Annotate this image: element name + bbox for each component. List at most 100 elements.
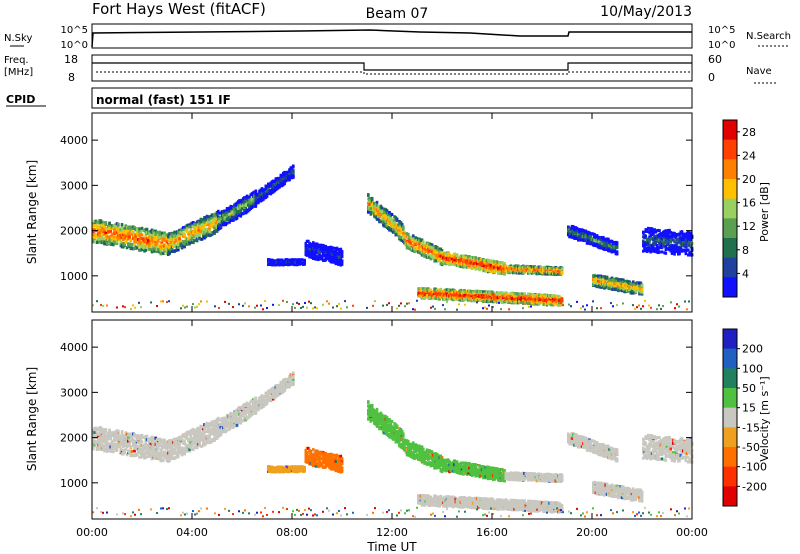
power-echo-cell — [428, 247, 431, 251]
power-echo-cell — [95, 220, 99, 224]
power-echo-cell — [395, 217, 399, 221]
power-echo-cell — [138, 227, 141, 231]
power-echo-cell — [177, 245, 180, 249]
power-echo-cell — [247, 200, 250, 204]
power-echo-cell — [167, 235, 170, 239]
power-echo-cell — [115, 240, 119, 244]
power-echo-cell — [382, 217, 385, 221]
freq-tick-top: 18 — [64, 53, 78, 66]
power-echo-cell — [188, 241, 191, 245]
power-echo-cell — [153, 249, 156, 253]
nsky-panel-frame — [91, 23, 693, 49]
power-echo-cell — [169, 248, 173, 252]
power-echo-cell — [164, 246, 168, 250]
power-echo-cell — [233, 204, 236, 208]
power-echo-cell — [154, 233, 158, 237]
power-echo-cell — [179, 230, 183, 234]
power-echo-cell — [208, 226, 211, 230]
power-echo-cell — [389, 216, 393, 220]
power-echo-cell — [375, 200, 379, 204]
power-echo-cell — [317, 243, 320, 247]
power-echo-cell — [605, 275, 609, 279]
power-echo-cell — [120, 223, 124, 227]
cpid-label: CPID — [6, 93, 35, 106]
power-echo-cell — [157, 239, 160, 243]
power-echo-cell — [205, 228, 209, 232]
power-echo-cell — [453, 253, 456, 257]
power-echo-cell — [518, 271, 521, 275]
power-echo-cell — [140, 247, 144, 251]
power-echo-cell — [110, 232, 114, 236]
power-echo-cell — [210, 216, 214, 220]
power-echo-cell — [127, 228, 130, 232]
power-echo-cell — [469, 260, 473, 264]
power-echo-cell — [473, 262, 476, 266]
power-echo-cell — [385, 209, 389, 213]
power-echo-cell — [402, 225, 405, 229]
cpid-panel-frame — [91, 87, 693, 109]
power-echo-cell — [254, 191, 258, 195]
power-echo-cell — [325, 255, 329, 259]
power-echo-cell — [229, 214, 233, 218]
power-echo-cell — [377, 217, 380, 221]
power-echo-cell — [607, 237, 610, 241]
nave-trace — [96, 71, 692, 75]
power-echo-cell — [422, 240, 425, 244]
power-echo-cell — [192, 233, 195, 237]
power-echo-cell — [369, 212, 373, 216]
power-echo-cell — [182, 226, 185, 230]
power-echo-cell — [377, 205, 380, 209]
power-echo-cell — [327, 252, 330, 256]
power-echo-cell — [492, 262, 495, 266]
power-echo-cell — [399, 221, 403, 225]
power-echo-cell — [283, 182, 286, 186]
power-echo-cell — [132, 231, 135, 235]
power-echo-cell — [474, 256, 478, 260]
power-echo-cell — [428, 249, 431, 253]
power-echo-cell — [340, 261, 344, 265]
power-echo-cell — [384, 216, 388, 220]
power-echo-cell — [198, 233, 201, 237]
power-echo-cell — [370, 196, 374, 200]
power-echo-cell — [404, 233, 408, 237]
power-echo-cell — [368, 202, 371, 206]
power-echo-cell — [103, 228, 106, 232]
power-echo-cell — [173, 236, 176, 240]
power-echo-cell — [439, 247, 443, 251]
power-echo-cell — [320, 256, 324, 260]
power-echo-cell — [372, 209, 375, 213]
power-echo-cell — [319, 250, 323, 254]
power-echo-cell — [420, 238, 424, 242]
power-echo-cell — [207, 221, 210, 225]
power-echo-cell — [123, 243, 126, 247]
power-echo-cell — [560, 297, 564, 301]
power-echo-cell — [399, 235, 403, 239]
power-echo-cell — [92, 221, 95, 225]
power-echo-cell — [459, 258, 463, 262]
freq-trace — [92, 62, 692, 71]
power-echo-cell — [400, 229, 404, 233]
power-echo-cell — [284, 179, 288, 183]
power-echo-cell — [340, 253, 344, 257]
power-echo-cell — [379, 204, 383, 208]
power-echo-cell — [377, 207, 380, 211]
power-echo-cell — [200, 237, 204, 241]
power-echo-cell — [448, 253, 451, 257]
power-echo-cell — [158, 230, 161, 234]
power-echo-cell — [240, 207, 244, 211]
power-echo-cell — [190, 237, 194, 241]
power-echo-cell — [615, 245, 619, 249]
nsky-label: N.Sky — [4, 33, 32, 44]
power-echo-cell — [370, 199, 374, 203]
power-echo-cell — [317, 245, 320, 249]
power-echo-cell — [124, 233, 128, 237]
nave-label: Nave — [746, 66, 772, 77]
power-echo-cell — [329, 255, 333, 259]
power-echo-cell — [193, 238, 196, 242]
power-echo-cell — [305, 252, 309, 256]
power-echo-cell — [144, 235, 148, 239]
power-echo-cell — [308, 249, 311, 253]
power-echo-cell — [108, 223, 111, 227]
power-echo-cell — [102, 221, 105, 225]
power-echo-cell — [228, 209, 231, 213]
